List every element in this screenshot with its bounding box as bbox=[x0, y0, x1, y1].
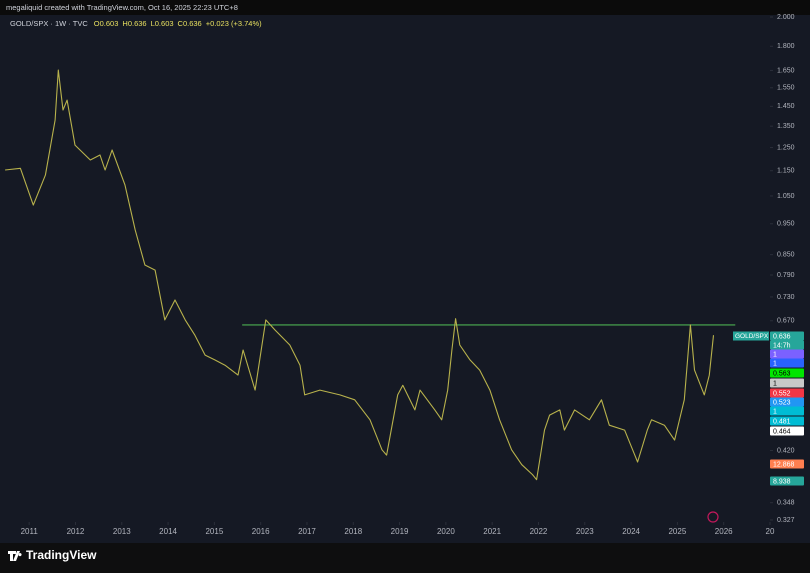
y-tick-label: 1.550 bbox=[777, 85, 795, 92]
x-tick-label: 2015 bbox=[205, 527, 223, 536]
x-tick-label: 2018 bbox=[344, 527, 362, 536]
price-axis: 2.000 1.800 1.650 1.550 1.450 1.350 1.250 1.150… bbox=[733, 14, 804, 524]
price-badge bbox=[770, 378, 804, 388]
price-badge bbox=[770, 476, 804, 486]
price-badge-text: 0.481 bbox=[773, 418, 791, 425]
price-badge-text: 1 bbox=[773, 380, 777, 387]
plot bbox=[5, 69, 736, 481]
y-tick-label: 1.350 bbox=[777, 123, 795, 130]
y-tick-label: 0.850 bbox=[777, 252, 795, 259]
price-badge-text: 8.938 bbox=[773, 478, 791, 485]
x-tick-label: 2016 bbox=[252, 527, 270, 536]
price-badge bbox=[770, 340, 804, 350]
symbol-tag bbox=[733, 331, 769, 341]
replay-icon[interactable] bbox=[707, 511, 719, 523]
x-tick-label: 2014 bbox=[159, 527, 177, 536]
price-badge bbox=[770, 368, 804, 378]
ohlc-item: C0.636 bbox=[178, 19, 202, 28]
ohlc-legend: O0.603 H0.636 L0.603 C0.636 +0.023 (+3.74%) bbox=[94, 19, 262, 28]
y-tick-label: 1.150 bbox=[777, 168, 795, 175]
y-tick-label: 0.950 bbox=[777, 221, 795, 228]
price-badge-text: 0.636 bbox=[773, 333, 791, 340]
price-badge bbox=[770, 349, 804, 359]
x-tick-label: 2026 bbox=[715, 527, 733, 536]
price-badge bbox=[770, 388, 804, 398]
price-badge bbox=[770, 331, 804, 341]
price-badge bbox=[770, 416, 804, 426]
y-tick-label: 1.050 bbox=[777, 193, 795, 200]
price-badge bbox=[770, 459, 804, 469]
author-line: megaliquid created with TradingView.com,… bbox=[6, 3, 238, 12]
logo: TradingView bbox=[8, 548, 97, 562]
footer-bar bbox=[0, 543, 810, 573]
price-badge bbox=[770, 397, 804, 407]
chart-background bbox=[0, 15, 810, 543]
y-tick-label: 0.420 bbox=[777, 447, 795, 454]
y-tick-label: 1.450 bbox=[777, 103, 795, 110]
ohlc-item: H0.636 bbox=[122, 19, 146, 28]
x-tick-label: 2021 bbox=[483, 527, 501, 536]
price-badge-text: 12.868 bbox=[773, 461, 795, 468]
symbol: GOLD/SPX · 1W · TVC bbox=[10, 19, 88, 28]
price-badge-text: 0.523 bbox=[773, 399, 791, 406]
y-tick-label: 0.348 bbox=[777, 500, 795, 507]
x-tick-label: 2013 bbox=[113, 527, 131, 536]
x-tick-label: 2011 bbox=[21, 527, 39, 536]
brand: TradingView bbox=[26, 548, 97, 562]
symbol-tag-text: GOLD/SPX bbox=[735, 333, 769, 340]
x-tick-label: 20 bbox=[766, 527, 775, 536]
y-tick-label: 0.327 bbox=[777, 517, 795, 524]
y-tick-label: 0.790 bbox=[777, 272, 795, 279]
price-badge-text: 1 bbox=[773, 360, 777, 367]
ohlc-item: L0.603 bbox=[151, 19, 174, 28]
ohlc-item: O0.603 bbox=[94, 19, 119, 28]
price-badge-text: 1 bbox=[773, 351, 777, 358]
price-badge bbox=[770, 358, 804, 368]
header-bar bbox=[0, 0, 810, 15]
x-tick-label: 2012 bbox=[67, 527, 85, 536]
logo-mark bbox=[8, 551, 22, 561]
x-tick-label: 2019 bbox=[391, 527, 409, 536]
ohlc-item: +0.023 (+3.74%) bbox=[206, 19, 262, 28]
x-tick-label: 2024 bbox=[622, 527, 640, 536]
x-tick-label: 2020 bbox=[437, 527, 455, 536]
y-tick-label: 0.670 bbox=[777, 318, 795, 325]
price-badge-text: 0.464 bbox=[773, 428, 791, 435]
price-badge-text: 1 bbox=[773, 408, 777, 415]
y-tick-label: 1.250 bbox=[777, 144, 795, 151]
y-tick-label: 2.000 bbox=[777, 14, 795, 21]
x-tick-label: 2023 bbox=[576, 527, 594, 536]
price-badge-text: 0.563 bbox=[773, 370, 791, 377]
y-tick-label: 0.730 bbox=[777, 294, 795, 301]
y-tick-label: 1.800 bbox=[777, 43, 795, 50]
price-badge-text: 14:7h bbox=[773, 342, 791, 349]
price-line bbox=[5, 69, 715, 481]
x-tick-label: 2025 bbox=[668, 527, 686, 536]
price-badge-text: 0.552 bbox=[773, 390, 791, 397]
x-tick-label: 2017 bbox=[298, 527, 316, 536]
price-badge bbox=[770, 406, 804, 416]
x-tick-label: 2022 bbox=[530, 527, 548, 536]
y-tick-label: 1.650 bbox=[777, 67, 795, 74]
price-badge bbox=[770, 426, 804, 436]
